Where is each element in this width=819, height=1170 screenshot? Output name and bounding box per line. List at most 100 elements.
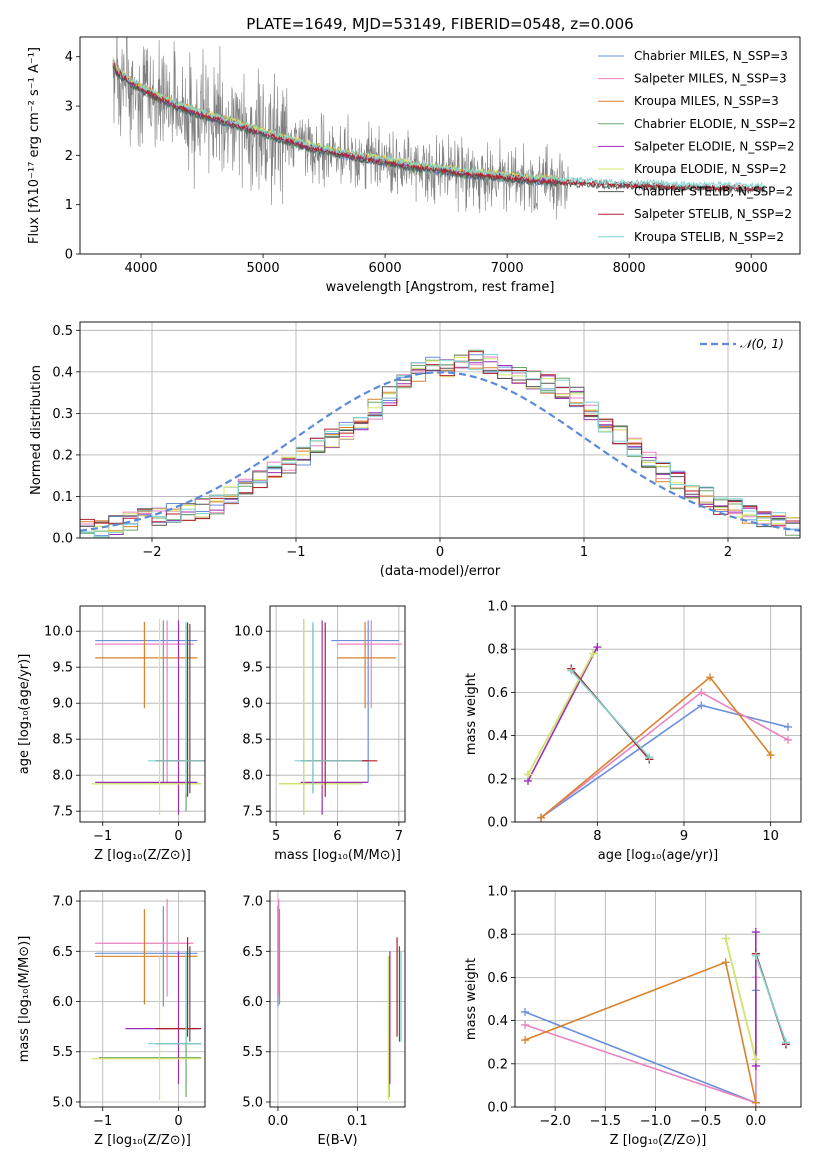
plot-age_vs_mass xyxy=(279,618,402,815)
axes-frame xyxy=(269,605,406,823)
x-tick-label: 8 xyxy=(593,829,601,844)
data-point xyxy=(300,624,369,794)
x-tick-label: 9 xyxy=(680,829,688,844)
data-point xyxy=(91,618,202,815)
panel-spectrum: 4000 5000 6000 7000 8000 9000 0 1 2 3 4 wavelength … xyxy=(27,36,801,295)
mass-weight-line xyxy=(570,670,650,758)
y-tick-label: 5.5 xyxy=(52,1045,73,1060)
x-tick-label: −1.0 xyxy=(640,1114,672,1129)
y-tick-label: 0.2 xyxy=(487,772,508,787)
x-tick-label: 9000 xyxy=(735,261,768,276)
y-tick-label: 0.0 xyxy=(487,1101,508,1116)
axes-frame xyxy=(79,36,801,255)
x-tick-label: −1 xyxy=(286,545,305,560)
y-tick-label: 0.4 xyxy=(487,1014,508,1029)
mass-weight-line xyxy=(524,977,757,1104)
x-tick-label: 0.0 xyxy=(745,1114,766,1129)
plot-mass_weight_vs_age xyxy=(524,643,792,822)
y-tick-label: 6.0 xyxy=(242,995,263,1010)
grid-age_vs_mass xyxy=(270,606,405,822)
y-axis-label: mass weight xyxy=(464,673,479,755)
mass-weight-marker xyxy=(697,688,706,697)
mass-weight-line xyxy=(724,938,757,1060)
mass-weight-line xyxy=(527,646,599,782)
x-tick-label: 4000 xyxy=(124,261,157,276)
x-axis-label: E(B-V) xyxy=(317,1133,357,1148)
legend-entry: Chabrier STELIB, N_SSP=2 xyxy=(634,185,793,199)
panel-mass_vs_ebv: 0.0 0.1 5.0 5.5 6.0 6.5 7.0 E(B-V) xyxy=(242,890,406,1148)
x-tick-label: −0.5 xyxy=(690,1114,722,1129)
plot-mass_weight_vs_Z xyxy=(521,928,790,1107)
y-tick-label: 2 xyxy=(65,149,73,164)
x-axis-label: Z [log₁₀(Z/Z⊙)] xyxy=(94,848,191,863)
mass-weight-marker xyxy=(521,1036,530,1045)
y-axis-label: age [log₁₀(age/yr)] xyxy=(17,654,32,775)
y-tick-label: 0.4 xyxy=(487,729,508,744)
y-tick-label: 6.0 xyxy=(52,995,73,1010)
mass-weight-marker xyxy=(721,934,730,943)
mass-weight-marker xyxy=(751,951,760,960)
axes-frame xyxy=(269,890,406,1108)
y-tick-label: 6.5 xyxy=(242,945,263,960)
y-tick-label: 1.0 xyxy=(487,600,508,615)
data-point xyxy=(306,622,378,797)
y-tick-label: 7.5 xyxy=(242,805,263,820)
axes-frame xyxy=(514,890,802,1108)
panel-mass_weight_vs_Z: −2.0 −1.5 −1.0 −0.5 0.0 0.0 0.2 0.4 0.6 0.8 1.0 Z [… xyxy=(464,885,802,1148)
x-tick-label: 10 xyxy=(762,829,779,844)
y-tick-label: 1.0 xyxy=(487,885,508,900)
y-tick-label: 0.6 xyxy=(487,686,508,701)
axes-frame xyxy=(79,605,206,823)
y-tick-label: 0.0 xyxy=(52,532,73,547)
y-tick-label: 4 xyxy=(65,50,73,65)
mass-weight-marker xyxy=(521,1007,530,1016)
spectrum-legend: Chabrier MILES, N_SSP=3 Salpeter MILES, N… xyxy=(598,49,796,244)
data-point xyxy=(95,909,198,1005)
grid-mass_weight_vs_age xyxy=(515,605,801,823)
y-tick-label: 0.1 xyxy=(52,490,73,505)
mass-weight-marker xyxy=(697,701,706,710)
x-axis-label: (data-model)/error xyxy=(380,564,501,579)
y-tick-label: 1 xyxy=(65,198,73,213)
data-point xyxy=(95,620,198,815)
y-tick-label: 0.2 xyxy=(487,1057,508,1072)
y-tick-label: 10.0 xyxy=(234,625,263,640)
y-tick-label: 8.0 xyxy=(52,769,73,784)
x-axis-label: wavelength [Angstrom, rest frame] xyxy=(326,280,555,295)
y-tick-label: 5.5 xyxy=(242,1045,263,1060)
data-point xyxy=(95,620,198,783)
legend-entry: Salpeter ELODIE, N_SSP=2 xyxy=(634,139,795,153)
y-tick-label: 5.0 xyxy=(242,1095,263,1110)
x-tick-label: 8000 xyxy=(613,261,646,276)
data-point xyxy=(148,621,205,794)
mass-weight-marker xyxy=(781,1038,790,1047)
mass-weight-line xyxy=(540,704,789,819)
plot-residuals xyxy=(80,349,800,538)
mass-weight-marker xyxy=(751,1098,760,1107)
mass-weight-line xyxy=(540,691,789,819)
y-tick-label: 9.0 xyxy=(242,697,263,712)
y-tick-label: 7.0 xyxy=(242,895,263,910)
y-tick-label: 0 xyxy=(65,248,73,263)
y-tick-label: 7.5 xyxy=(52,805,73,820)
y-tick-label: 9.5 xyxy=(242,661,263,676)
x-tick-label: 2 xyxy=(724,545,732,560)
mass-weight-line xyxy=(527,653,594,775)
data-point xyxy=(155,937,202,1037)
x-tick-label: 6 xyxy=(333,829,341,844)
y-tick-label: 10.0 xyxy=(44,625,73,640)
axes-frame xyxy=(79,890,206,1108)
x-tick-label: 0.1 xyxy=(347,1114,368,1129)
legend-entry: Kroupa MILES, N_SSP=3 xyxy=(634,94,779,108)
legend-entry: Salpeter STELIB, N_SSP=2 xyxy=(634,207,792,221)
x-tick-label: 0 xyxy=(174,1114,182,1129)
y-axis-label: mass [log₁₀(M/M⊙)] xyxy=(17,936,32,1063)
y-tick-label: 0.4 xyxy=(52,365,73,380)
y-axis-label: Flux [fλ10⁻¹⁷ erg cm⁻² s⁻¹ A⁻¹] xyxy=(27,47,42,244)
mass-weight-line xyxy=(524,961,757,1103)
x-tick-label: 6000 xyxy=(369,261,402,276)
y-tick-label: 0.6 xyxy=(487,971,508,986)
x-tick-label: 7 xyxy=(395,829,403,844)
y-tick-label: 7.0 xyxy=(52,895,73,910)
panel-age_vs_Z: −1 0 7.5 8.0 8.5 9.0 9.5 10.0 Z [log₁₀(Z/Z⊙)] age… xyxy=(17,605,206,863)
